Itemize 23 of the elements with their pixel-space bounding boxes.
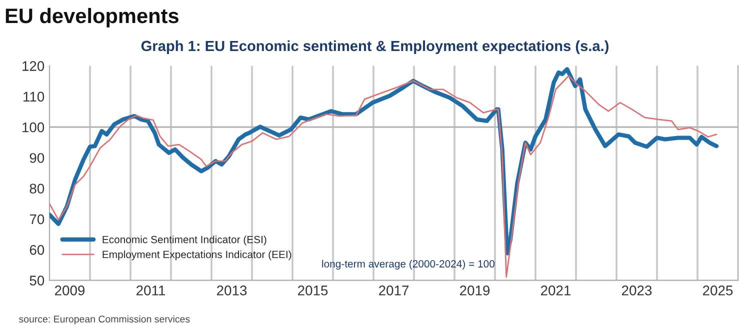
x-tick-label: 2017 [379,286,409,296]
x-tick-label: 2023 [622,286,652,296]
source-note: source: European Commission services [19,315,190,324]
x-tick-label: 2025 [703,286,733,296]
x-tick-label: 2009 [55,286,85,296]
chart-subtitle: Graph 1: EU Economic sentiment & Employment expectations (s.a.) [141,40,608,54]
y-tick-label: 80 [30,184,44,194]
y-tick-label: 110 [24,92,44,102]
y-tick-label: 70 [30,214,44,224]
y-tick-label: 120 [22,61,44,71]
x-tick-label: 2011 [136,286,166,296]
x-tick-label: 2015 [298,286,328,296]
y-tick-label: 50 [30,276,44,286]
x-tick-label: 2013 [217,286,247,296]
x-tick-label: 2021 [541,286,571,296]
y-tick-label: 90 [30,153,44,163]
y-tick-label: 100 [22,122,44,132]
legend-label: Employment Expectations Indicator (EEI) [102,250,292,260]
y-tick-label: 60 [30,245,44,255]
chart-title: EU developments [6,8,178,28]
legend-label: Economic Sentiment Indicator (ESI) [102,236,266,246]
annotation: long-term average (2000-2024) = 100 [322,260,494,270]
x-tick-label: 2019 [460,286,490,296]
